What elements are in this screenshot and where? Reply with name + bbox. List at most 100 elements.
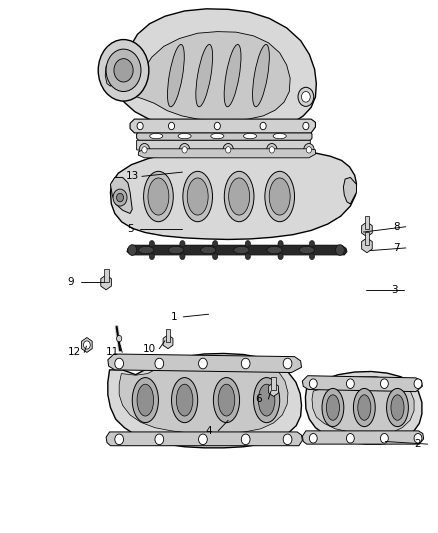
Text: 9: 9: [68, 277, 74, 287]
Ellipse shape: [233, 246, 248, 254]
Ellipse shape: [218, 384, 234, 416]
Circle shape: [335, 245, 343, 255]
Text: 2: 2: [414, 439, 420, 449]
Circle shape: [380, 379, 388, 389]
Polygon shape: [343, 177, 356, 204]
Polygon shape: [364, 216, 368, 229]
Ellipse shape: [176, 384, 192, 416]
Ellipse shape: [213, 377, 239, 423]
Polygon shape: [136, 140, 310, 155]
Polygon shape: [119, 9, 316, 133]
Polygon shape: [110, 177, 132, 214]
Ellipse shape: [148, 178, 169, 215]
Circle shape: [116, 335, 121, 342]
Polygon shape: [138, 149, 315, 158]
Text: 6: 6: [255, 394, 261, 404]
Circle shape: [198, 434, 207, 445]
Text: 11: 11: [106, 348, 119, 358]
Circle shape: [309, 240, 314, 247]
Polygon shape: [108, 354, 301, 373]
Circle shape: [149, 240, 154, 247]
Ellipse shape: [187, 178, 208, 215]
Circle shape: [115, 358, 123, 369]
Circle shape: [182, 147, 187, 153]
Ellipse shape: [171, 377, 197, 423]
Circle shape: [137, 122, 143, 130]
Circle shape: [306, 147, 311, 153]
Ellipse shape: [298, 246, 314, 254]
Circle shape: [127, 245, 136, 255]
Ellipse shape: [132, 377, 158, 423]
Circle shape: [214, 122, 220, 130]
Polygon shape: [136, 31, 290, 120]
Circle shape: [212, 240, 217, 247]
Circle shape: [268, 147, 274, 153]
Circle shape: [380, 433, 388, 443]
Polygon shape: [108, 353, 301, 448]
Circle shape: [309, 433, 317, 443]
Circle shape: [283, 358, 291, 369]
Circle shape: [283, 434, 291, 445]
Text: 8: 8: [392, 222, 399, 232]
Polygon shape: [81, 337, 92, 352]
Polygon shape: [166, 329, 170, 342]
Circle shape: [98, 39, 148, 101]
Ellipse shape: [390, 395, 403, 420]
Ellipse shape: [224, 44, 240, 107]
Polygon shape: [130, 119, 315, 133]
Ellipse shape: [210, 133, 223, 139]
Text: 5: 5: [127, 224, 133, 235]
Circle shape: [83, 341, 90, 349]
Ellipse shape: [264, 171, 294, 222]
Circle shape: [115, 434, 123, 445]
Circle shape: [309, 379, 317, 389]
Circle shape: [155, 358, 163, 369]
Circle shape: [259, 122, 265, 130]
Circle shape: [225, 147, 230, 153]
Circle shape: [180, 240, 184, 247]
Circle shape: [346, 379, 353, 389]
Circle shape: [113, 189, 127, 206]
Text: 1: 1: [170, 312, 177, 322]
Ellipse shape: [353, 389, 374, 426]
Circle shape: [180, 253, 184, 260]
Circle shape: [212, 253, 217, 260]
Circle shape: [297, 87, 313, 107]
Polygon shape: [110, 149, 356, 239]
Polygon shape: [103, 269, 108, 282]
Polygon shape: [268, 383, 278, 397]
Circle shape: [198, 358, 207, 369]
Ellipse shape: [183, 171, 212, 222]
Circle shape: [301, 92, 310, 102]
Circle shape: [245, 240, 250, 247]
Ellipse shape: [137, 384, 153, 416]
Ellipse shape: [178, 133, 191, 139]
Circle shape: [149, 253, 154, 260]
Ellipse shape: [266, 246, 282, 254]
Circle shape: [277, 253, 283, 260]
Circle shape: [413, 379, 421, 389]
Ellipse shape: [243, 133, 256, 139]
Circle shape: [241, 358, 250, 369]
Ellipse shape: [138, 246, 153, 254]
Ellipse shape: [224, 171, 254, 222]
Polygon shape: [302, 376, 421, 392]
Text: 3: 3: [390, 285, 396, 295]
Polygon shape: [136, 132, 311, 140]
Ellipse shape: [143, 171, 173, 222]
Text: 10: 10: [143, 344, 156, 354]
Polygon shape: [361, 222, 371, 237]
Circle shape: [302, 122, 308, 130]
Polygon shape: [361, 238, 371, 253]
Circle shape: [223, 143, 233, 156]
Circle shape: [179, 143, 189, 156]
Text: 4: 4: [205, 426, 212, 436]
Polygon shape: [305, 372, 421, 444]
Ellipse shape: [253, 377, 279, 423]
Ellipse shape: [386, 389, 407, 426]
Ellipse shape: [200, 246, 215, 254]
Circle shape: [413, 433, 421, 443]
Ellipse shape: [268, 178, 290, 215]
Polygon shape: [311, 377, 413, 434]
Polygon shape: [127, 245, 346, 255]
